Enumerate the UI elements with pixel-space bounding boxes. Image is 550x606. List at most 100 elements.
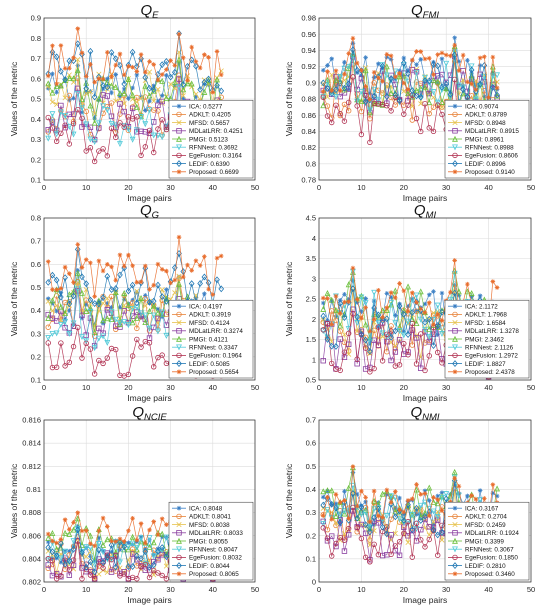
data-point [397,281,402,286]
data-point [422,310,428,316]
data-point [163,534,170,541]
data-point [359,503,364,509]
data-point [345,281,352,288]
data-point [138,313,144,319]
data-point [91,139,98,146]
y-tick-label: 0.1 [306,554,316,563]
data-point [469,81,474,87]
data-point [452,482,457,488]
data-point [67,65,72,71]
data-point [75,26,81,31]
data-point [92,322,97,328]
data-point [117,536,123,542]
data-point [422,525,428,531]
data-point [325,318,330,323]
y-tick-label: 0.7 [31,237,41,246]
legend-entry: RFNNest: 0.8047 [189,547,238,554]
data-point [147,287,152,292]
legend-marker [452,135,458,142]
data-point [337,73,344,80]
data-point [62,310,69,316]
data-point [100,541,107,548]
data-point [138,344,144,350]
data-point [337,511,344,518]
data-point [163,563,169,569]
data-point [383,63,390,70]
data-point [75,57,81,63]
data-point [452,42,457,48]
data-point [112,289,119,296]
data-point [58,539,64,547]
data-point [49,297,56,304]
data-point [426,513,432,519]
data-point [151,364,157,370]
data-point [164,522,169,528]
data-point [92,558,97,564]
data-point [418,101,424,107]
data-point [329,516,335,522]
data-point [383,72,390,79]
data-point [350,278,356,283]
data-point [57,109,64,116]
x-tick-label: 10 [82,183,90,192]
chart-title: QMI [414,202,437,221]
data-point [184,80,191,87]
y-tick-label: 0.82 [301,143,316,152]
data-point [138,534,144,540]
data-point [184,62,191,70]
data-point [88,61,93,67]
data-point [362,530,369,537]
data-point [155,108,161,114]
data-point [397,495,402,501]
data-point [354,300,360,305]
legend-entry: RFNNest: 0.3067 [465,547,514,554]
data-point [320,312,327,320]
data-point [62,517,68,522]
data-point [134,537,140,543]
data-point [66,141,73,147]
data-point [384,305,390,311]
data-point [400,332,407,339]
data-point [320,305,327,312]
legend-marker [452,530,458,536]
data-point [371,488,377,494]
y-axis-label: Values of the metric [284,61,294,136]
data-point [405,303,411,309]
data-point [451,289,458,297]
y-tick-label: 0.88 [301,95,316,104]
data-point [405,352,411,358]
legend-entry: MFSD: 0.5657 [189,120,230,127]
y-tick-label: 0.2 [31,155,41,164]
legend-marker [176,103,182,109]
data-point [117,141,123,148]
data-point [362,300,369,307]
data-point [125,546,132,553]
y-tick-label: 0.81 [26,485,41,494]
data-point [121,72,127,78]
data-point [155,354,161,361]
series-9 [320,35,500,102]
data-point [333,83,339,89]
data-point [329,360,335,367]
data-point [430,104,437,110]
data-point [159,530,166,537]
data-point [83,308,90,314]
y-tick-label: 0.814 [22,439,41,448]
data-point [45,324,51,330]
data-point [396,337,403,343]
data-point [163,58,170,65]
data-point [134,336,140,343]
data-point [409,327,415,333]
data-point [159,352,165,358]
data-point [70,120,77,127]
data-point [100,300,106,306]
data-point [159,98,165,105]
legend-entry: MFSD: 0.4124 [189,320,230,327]
data-point [409,496,415,502]
data-point [117,94,123,99]
data-point [320,488,327,495]
data-point [87,572,94,578]
legend-marker [452,522,458,528]
axes-box [318,17,532,181]
